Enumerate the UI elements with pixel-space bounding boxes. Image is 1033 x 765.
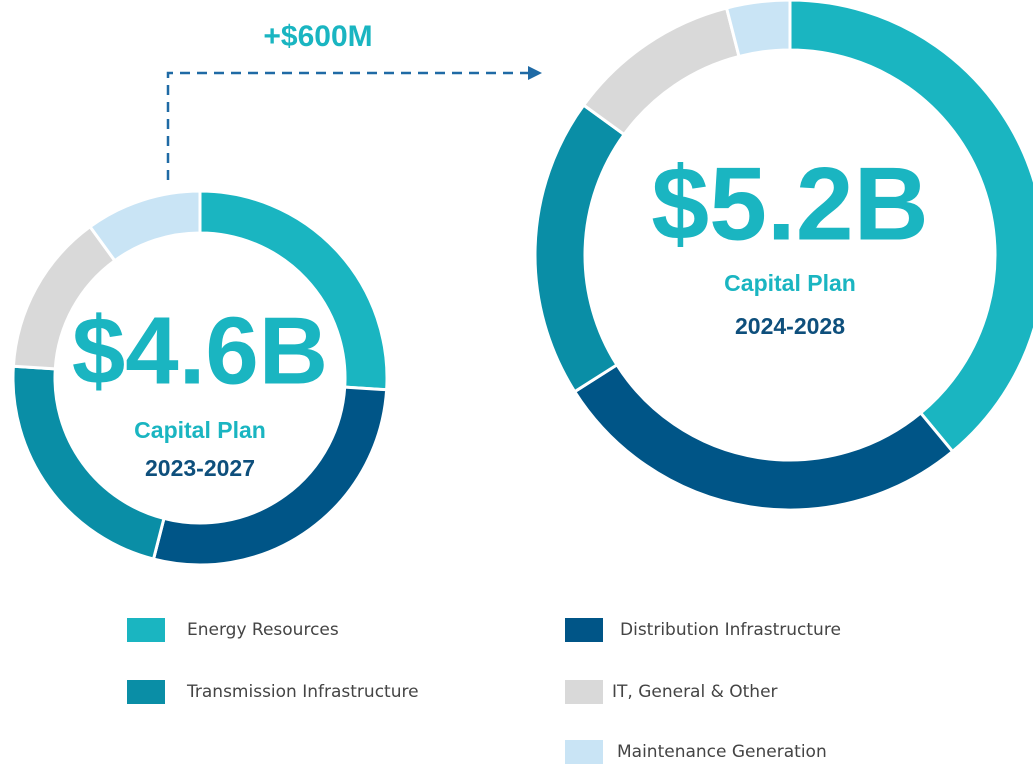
center-period: 2024-2028 [735,313,845,339]
donut-segment [533,103,627,394]
center-subtitle: Capital Plan [134,417,266,443]
legend-swatch [565,618,603,642]
center-period: 2023-2027 [145,455,255,481]
arrow-head [528,66,542,80]
annotation: +$600M [263,20,372,53]
center-subtitle: Capital Plan [724,270,856,296]
legend-swatch [127,618,165,642]
donut-segment [87,189,202,263]
donut-segment [572,362,955,512]
center-value: $4.6B [72,297,328,404]
legend-label: Energy Resources [187,620,339,640]
legend-label: Distribution Infrastructure [620,620,841,640]
legend-swatch [565,680,603,704]
legend-swatch [127,680,165,704]
donut-segment [724,0,792,59]
legend-label: Transmission Infrastructure [186,682,419,702]
legend-swatch [565,740,603,764]
legend-label: Maintenance Generation [617,742,827,762]
arrow [166,71,528,180]
center-value: $5.2B [651,146,929,262]
legend-label: IT, General & Other [612,682,778,702]
donut-segment [581,6,741,137]
